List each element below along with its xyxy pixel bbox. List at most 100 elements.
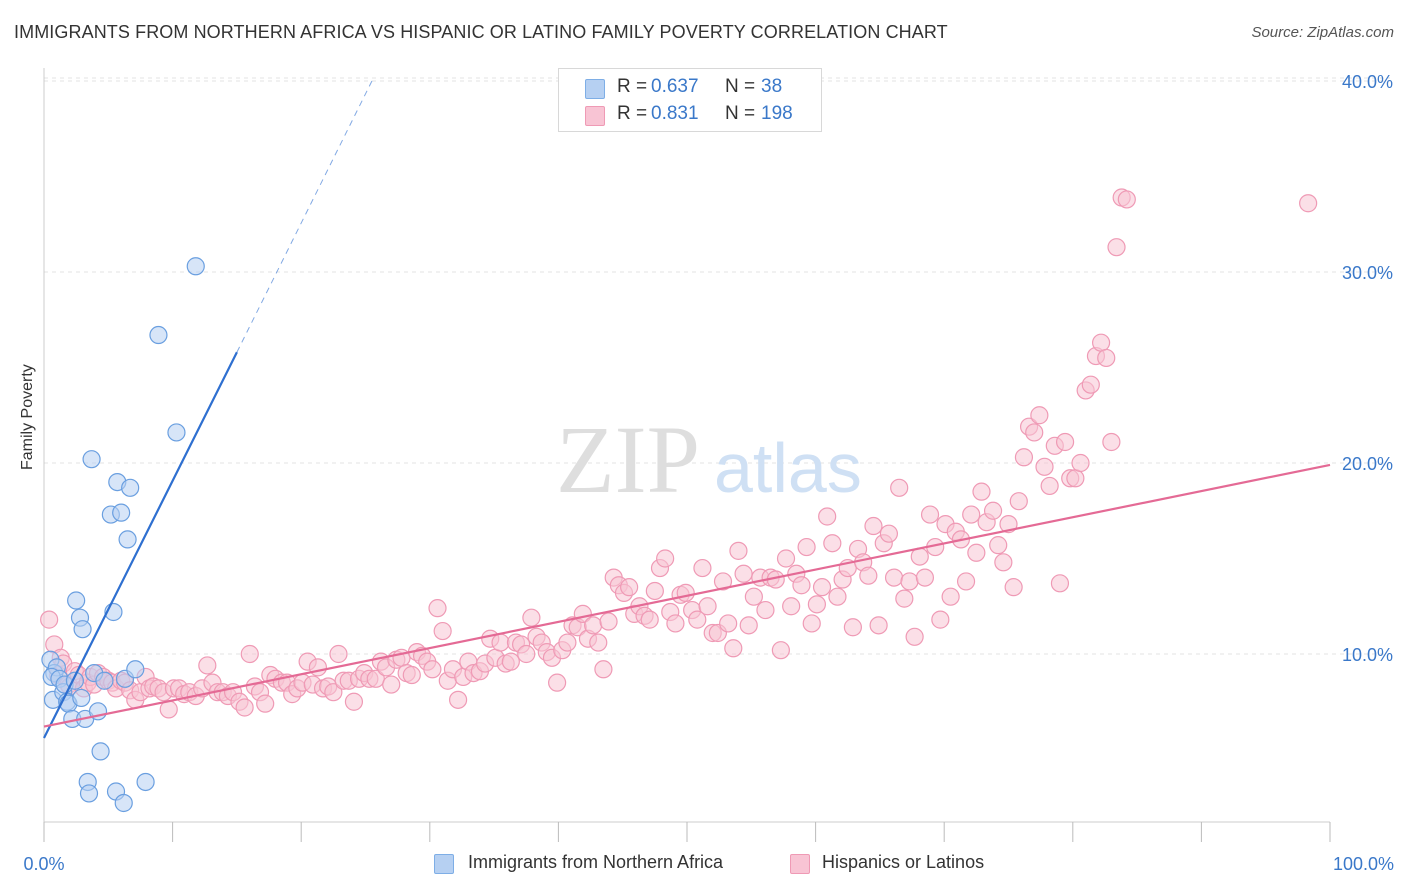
trend-lines xyxy=(43,80,1331,739)
y-tick-label: 30.0% xyxy=(1342,263,1393,283)
hispanic-point xyxy=(676,583,695,602)
watermark: ZIP atlas xyxy=(556,406,862,513)
northern-africa-point xyxy=(67,591,86,610)
legend-n-label: N = xyxy=(725,103,756,124)
hispanic-point xyxy=(1009,492,1028,511)
y-tick-label: 10.0% xyxy=(1342,645,1393,665)
watermark-zip: ZIP xyxy=(556,406,700,513)
hispanic-point xyxy=(584,616,603,635)
northern-africa-point xyxy=(79,784,99,803)
hispanic-point xyxy=(1025,423,1044,442)
hispanic-point xyxy=(491,633,510,652)
hispanic-point xyxy=(972,482,991,501)
legend-n-label: N = xyxy=(725,76,756,97)
source-label: Source: ZipAtlas.com xyxy=(1251,24,1394,41)
hispanic-point xyxy=(713,572,733,591)
northern-africa-point xyxy=(126,660,145,679)
hispanic-point xyxy=(522,608,541,627)
hispanic-point xyxy=(729,541,748,560)
grid xyxy=(44,77,1390,655)
hispanic-point xyxy=(956,572,976,591)
hispanic-point xyxy=(771,641,790,660)
legend-label: Hispanics or Latinos xyxy=(822,852,985,872)
hispanic-point xyxy=(812,578,832,597)
northern-africa-point xyxy=(91,742,110,761)
hispanic-point xyxy=(776,549,796,568)
x-tick-label: 100.0% xyxy=(1333,854,1394,874)
hispanic-point xyxy=(1081,375,1100,394)
trend-line-northern-africa xyxy=(43,351,238,739)
hispanic-point xyxy=(501,652,520,671)
northern-africa-point xyxy=(121,478,140,497)
legend-n-value: 198 xyxy=(761,103,793,124)
hispanic-point xyxy=(1004,578,1023,597)
legend-r-value: 0.637 xyxy=(651,76,699,97)
hispanic-point xyxy=(548,673,567,692)
hispanic-point xyxy=(962,505,981,524)
hispanic-point xyxy=(1035,457,1054,476)
chart-title: IMMIGRANTS FROM NORTHERN AFRICA VS HISPA… xyxy=(14,22,948,42)
legend-row-blue: R = 0.637 N = 38 xyxy=(559,73,821,101)
hispanic-point xyxy=(433,621,452,641)
hispanic-point xyxy=(256,694,275,713)
hispanic-point xyxy=(900,572,919,591)
northern-africa-point xyxy=(112,503,131,522)
hispanic-point xyxy=(329,644,348,664)
hispanic-point xyxy=(656,549,675,568)
hispanic-point xyxy=(1117,190,1136,209)
northern-africa-point xyxy=(73,620,92,639)
hispanic-point xyxy=(1091,333,1111,352)
hispanic-point xyxy=(688,610,707,629)
hispanic-point xyxy=(797,537,816,557)
hispanic-point xyxy=(40,610,59,629)
hispanic-point xyxy=(884,568,904,587)
hispanic-point xyxy=(739,616,758,635)
hispanic-point xyxy=(818,507,837,526)
y-tick-label: 20.0% xyxy=(1342,454,1393,474)
legend-row-pink: R = 0.831 N = 198 xyxy=(559,100,821,128)
hispanic-point xyxy=(859,566,878,585)
hispanic-point xyxy=(344,692,364,711)
series-northern-africa-points xyxy=(41,257,205,813)
hispanic-point xyxy=(792,576,811,595)
hispanic-point xyxy=(1040,476,1059,496)
hispanic-point xyxy=(967,543,986,562)
hispanic-point xyxy=(1102,432,1121,452)
hispanic-point xyxy=(734,564,753,583)
hispanic-point xyxy=(240,644,259,664)
hispanic-point xyxy=(931,610,950,629)
northern-africa-point xyxy=(95,671,114,690)
hispanic-point xyxy=(558,633,577,652)
hispanic-point xyxy=(807,595,826,614)
hispanic-point xyxy=(382,675,401,694)
hispanic-point xyxy=(666,614,685,633)
hispanic-point xyxy=(864,516,883,536)
hispanic-point xyxy=(994,553,1013,572)
hispanic-point xyxy=(983,501,1003,520)
hispanic-point xyxy=(1055,432,1075,452)
northern-africa-point xyxy=(149,325,168,345)
hispanic-point xyxy=(1097,348,1116,368)
northern-africa-point xyxy=(167,423,186,442)
hispanic-point xyxy=(589,633,608,652)
hispanic-point xyxy=(744,587,763,606)
x-tick-label: 0.0% xyxy=(23,854,64,874)
hispanic-point xyxy=(905,627,924,646)
hispanic-point xyxy=(324,683,343,702)
hispanic-point xyxy=(802,614,821,633)
hispanic-point xyxy=(308,658,328,677)
hispanic-point xyxy=(1014,448,1034,467)
northern-africa-point xyxy=(118,530,137,549)
legend-swatch-blue xyxy=(585,79,605,99)
hispanic-point xyxy=(719,614,738,633)
hispanic-point xyxy=(941,587,960,606)
hispanic-point xyxy=(517,644,536,664)
hispanic-point xyxy=(756,600,775,620)
hispanic-point xyxy=(698,597,717,616)
legend-label: Immigrants from Northern Africa xyxy=(468,852,724,872)
tick-labels: 10.0% 20.0% 30.0% 40.0% 0.0% 100.0% xyxy=(23,72,1394,874)
hispanic-point xyxy=(693,558,712,578)
legend-r-value: 0.831 xyxy=(651,103,699,124)
hispanic-point xyxy=(198,656,217,675)
